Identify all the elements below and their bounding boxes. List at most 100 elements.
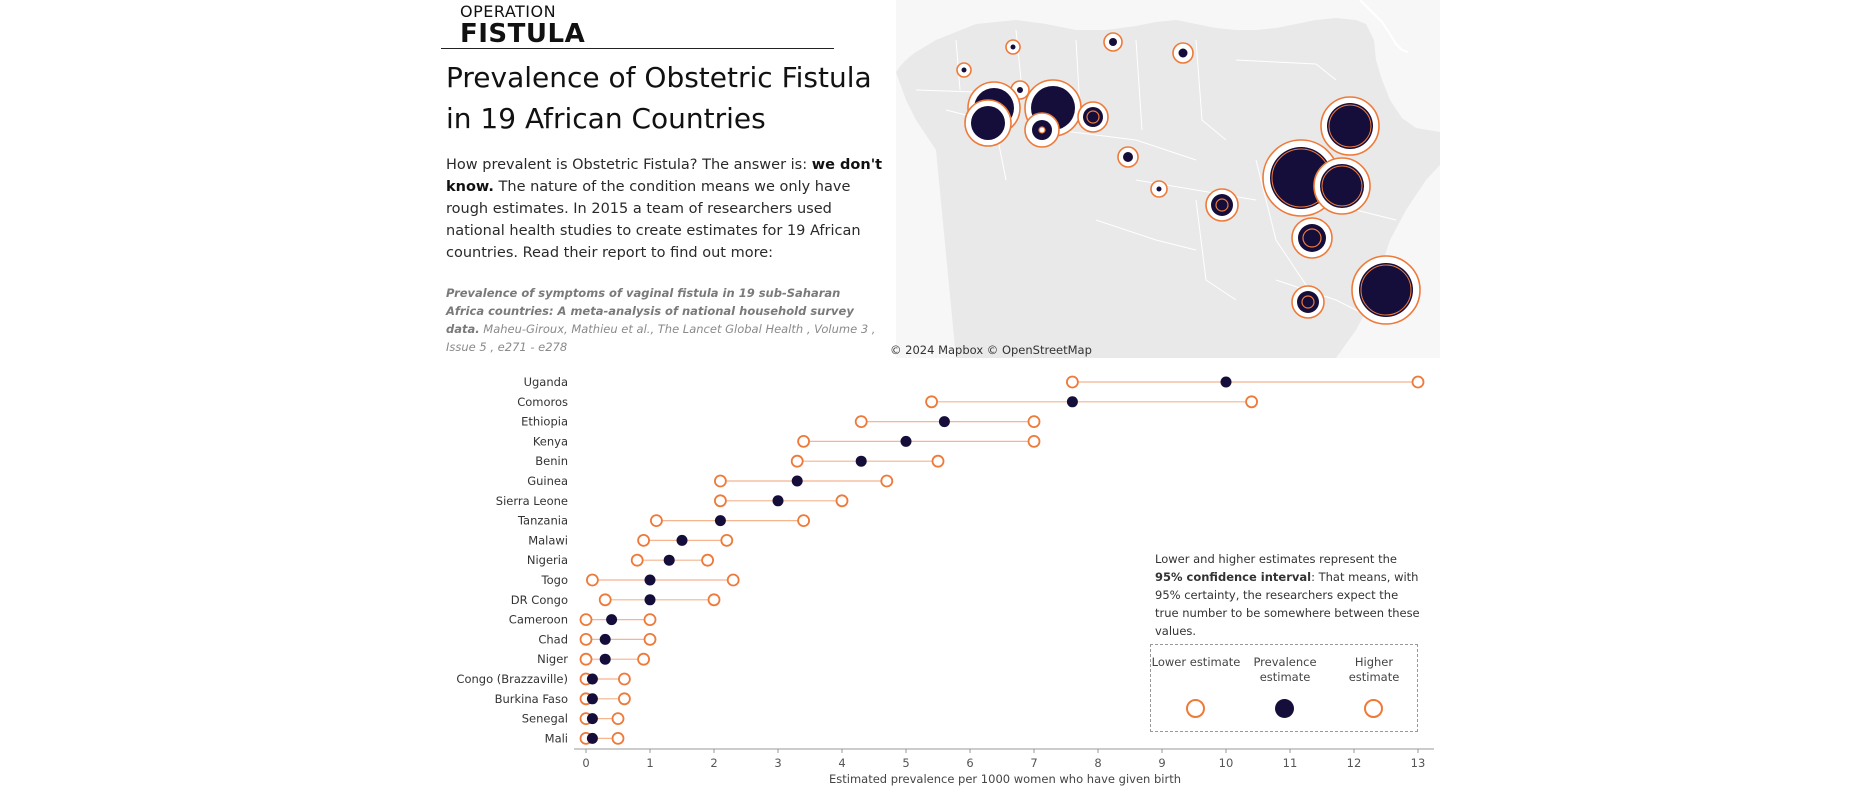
note-text-2: : That means, with 95% certainty, the re… bbox=[1155, 570, 1420, 638]
prevalence-estimate-dot bbox=[1220, 376, 1232, 388]
x-tick-label: 11 bbox=[1283, 756, 1298, 770]
legend-lower-marker bbox=[1186, 699, 1205, 718]
intro-text-1: How prevalent is Obstetric Fistula? The … bbox=[446, 157, 812, 173]
prevalence-estimate-dot bbox=[586, 732, 598, 744]
x-tick-label: 5 bbox=[902, 756, 909, 770]
lower-estimate-dot bbox=[586, 573, 599, 587]
lower-estimate-dot bbox=[714, 474, 727, 488]
prevalence-estimate-dot bbox=[644, 574, 656, 586]
category-label: Niger bbox=[537, 652, 568, 666]
category-label: Tanzania bbox=[517, 514, 568, 528]
lower-estimate-dot bbox=[637, 533, 650, 547]
x-tick-label: 3 bbox=[774, 756, 781, 770]
africa-map[interactable] bbox=[896, 0, 1440, 358]
higher-estimate-dot bbox=[611, 731, 625, 745]
x-tick-label: 9 bbox=[1158, 756, 1165, 770]
higher-estimate-dot bbox=[720, 533, 734, 547]
higher-estimate-dot bbox=[1027, 435, 1041, 448]
higher-estimate-dot bbox=[707, 593, 721, 607]
x-tick-label: 12 bbox=[1347, 756, 1362, 770]
category-label: Cameroon bbox=[509, 613, 568, 627]
higher-estimate-dot bbox=[931, 454, 945, 468]
lower-estimate-dot bbox=[579, 652, 593, 666]
note-bold: 95% confidence interval bbox=[1155, 570, 1312, 584]
x-tick-label: 6 bbox=[966, 756, 973, 770]
category-label: Togo bbox=[541, 573, 568, 587]
prevalence-estimate-dot bbox=[644, 594, 656, 606]
legend-higher-marker bbox=[1364, 699, 1383, 718]
lower-estimate-dot bbox=[854, 415, 868, 428]
x-tick-label: 2 bbox=[710, 756, 717, 770]
intro-text-2: The nature of the condition means we onl… bbox=[446, 179, 861, 261]
lower-estimate-dot bbox=[797, 435, 810, 448]
intro-paragraph: How prevalent is Obstetric Fistula? The … bbox=[446, 154, 886, 264]
category-label: Ethiopia bbox=[521, 415, 568, 429]
citation-title: Prevalence of symptoms of vaginal fistul… bbox=[446, 286, 854, 336]
higher-estimate-dot bbox=[618, 692, 631, 706]
citation-authors: Maheu-Giroux, Mathieu et al., The Lancet… bbox=[446, 322, 876, 354]
category-label: Mali bbox=[545, 731, 568, 745]
higher-estimate-dot bbox=[1027, 415, 1041, 428]
confidence-note: Lower and higher estimates represent the… bbox=[1155, 550, 1420, 640]
x-tick-label: 8 bbox=[1094, 756, 1101, 770]
operation-fistula-logo[interactable]: OPERATION FISTULA bbox=[460, 2, 586, 49]
lower-estimate-dot bbox=[1066, 375, 1079, 389]
logo-top-text: OPERATION bbox=[460, 2, 557, 21]
x-tick-label: 1 bbox=[646, 756, 653, 770]
higher-estimate-dot bbox=[611, 712, 625, 726]
prevalence-estimate-dot bbox=[772, 495, 784, 507]
higher-estimate-dot bbox=[1245, 395, 1258, 409]
prevalence-estimate-dot bbox=[900, 435, 912, 447]
category-label: Nigeria bbox=[527, 553, 568, 567]
higher-estimate-dot bbox=[637, 652, 650, 666]
lower-estimate-dot bbox=[925, 395, 938, 409]
map-svg bbox=[896, 0, 1440, 358]
higher-estimate-dot bbox=[643, 613, 657, 627]
prevalence-estimate-dot bbox=[586, 673, 598, 685]
category-label: Senegal bbox=[522, 712, 568, 726]
category-label: Congo (Brazzaville) bbox=[456, 672, 568, 686]
x-tick-label: 4 bbox=[838, 756, 845, 770]
category-label: Comoros bbox=[517, 395, 568, 409]
x-axis-label: Estimated prevalence per 1000 women who … bbox=[829, 772, 1181, 786]
lower-estimate-dot bbox=[630, 553, 644, 567]
map-credit[interactable]: © 2024 Mapbox © OpenStreetMap bbox=[890, 343, 1092, 357]
higher-estimate-dot bbox=[835, 494, 849, 508]
prevalence-estimate-dot bbox=[663, 554, 675, 566]
prevalence-estimate-dot bbox=[606, 614, 618, 626]
lower-estimate-dot bbox=[598, 593, 612, 607]
prevalence-estimate-dot bbox=[791, 475, 803, 487]
prevalence-estimate-dot bbox=[599, 633, 611, 645]
prevalence-estimate-dot bbox=[855, 455, 867, 467]
lower-estimate-dot bbox=[790, 454, 804, 468]
prevalence-estimate-dot bbox=[586, 713, 598, 725]
category-label: Guinea bbox=[527, 474, 568, 488]
prevalence-estimate-dot bbox=[938, 416, 950, 428]
lower-estimate-dot bbox=[714, 494, 727, 508]
legend-higher-label: Higher estimate bbox=[1348, 655, 1400, 684]
citation-link[interactable]: Prevalence of symptoms of vaginal fistul… bbox=[446, 284, 876, 356]
prevalence-estimate-dot bbox=[676, 534, 688, 546]
higher-estimate-dot bbox=[618, 672, 631, 686]
note-text-1: Lower and higher estimates represent the bbox=[1155, 552, 1397, 566]
higher-estimate-dot bbox=[726, 573, 740, 587]
category-label: Sierra Leone bbox=[496, 494, 568, 508]
legend-prevalence-marker bbox=[1275, 699, 1294, 718]
lower-estimate-dot bbox=[650, 514, 663, 528]
logo-main-text: FISTULA bbox=[460, 19, 586, 49]
prevalence-estimate-dot bbox=[599, 653, 611, 665]
prevalence-estimate-dot bbox=[586, 693, 598, 705]
chart-legend: Lower estimate Prevalence estimate Highe… bbox=[1150, 644, 1418, 732]
page-title: Prevalence of Obstetric Fistula in 19 Af… bbox=[446, 61, 872, 135]
x-tick-label: 0 bbox=[582, 756, 589, 770]
higher-estimate-dot bbox=[643, 632, 657, 646]
category-label: Burkina Faso bbox=[495, 692, 568, 706]
category-label: Benin bbox=[535, 454, 568, 468]
legend-lower-label: Lower estimate bbox=[1151, 655, 1241, 669]
intro-bold: we don't know. bbox=[446, 157, 883, 195]
higher-estimate-dot bbox=[1411, 375, 1425, 389]
dot-plot-chart: Uganda Comoros Ethiopia Kenya Benin Guinea Sie… bbox=[456, 375, 1434, 786]
lower-estimate-dot bbox=[579, 632, 593, 646]
higher-estimate-dot bbox=[701, 553, 714, 567]
category-label: DR Congo bbox=[511, 593, 568, 607]
